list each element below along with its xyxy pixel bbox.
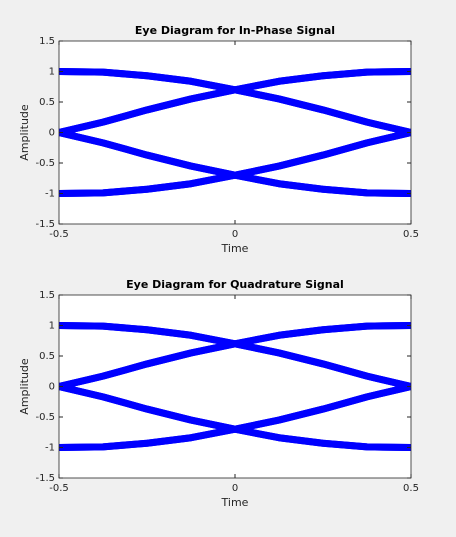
x-tick-label: -0.5 [49, 483, 69, 494]
y-tick-label: -0.5 [35, 158, 55, 169]
x-tick-label: 0.5 [403, 229, 419, 240]
y-axis-label: Amplitude [18, 358, 31, 415]
x-tick-label: -0.5 [49, 229, 69, 240]
plot-area [59, 295, 411, 478]
y-tick-label: 0.5 [39, 97, 55, 108]
chart-title: Eye Diagram for Quadrature Signal [126, 278, 344, 291]
y-tick-label: -1.5 [35, 219, 55, 230]
x-axis-label: Time [221, 242, 249, 255]
eye-trace [59, 86, 411, 136]
eye-trace [59, 383, 411, 433]
y-tick-label: -1 [45, 189, 55, 200]
y-tick-label: 1 [49, 321, 55, 332]
y-tick-label: 0 [49, 382, 55, 393]
x-tick-label: 0 [232, 229, 238, 240]
y-tick-label: -0.5 [35, 412, 55, 423]
x-tick-label: 0 [232, 483, 238, 494]
eye-trace [59, 129, 411, 179]
y-tick-label: -1 [45, 443, 55, 454]
x-tick-label: 0.5 [403, 483, 419, 494]
y-tick-label: 0.5 [39, 351, 55, 362]
traces [59, 322, 411, 451]
plot-area [59, 41, 411, 224]
chart-title: Eye Diagram for In-Phase Signal [135, 24, 335, 37]
y-tick-label: 0 [49, 128, 55, 139]
y-tick-label: 1.5 [39, 36, 55, 47]
y-tick-label: 1 [49, 67, 55, 78]
x-axis-label: Time [221, 496, 249, 509]
eye-trace [59, 340, 411, 390]
y-tick-label: -1.5 [35, 473, 55, 484]
traces [59, 68, 411, 197]
y-axis-label: Amplitude [18, 104, 31, 161]
y-tick-label: 1.5 [39, 290, 55, 301]
